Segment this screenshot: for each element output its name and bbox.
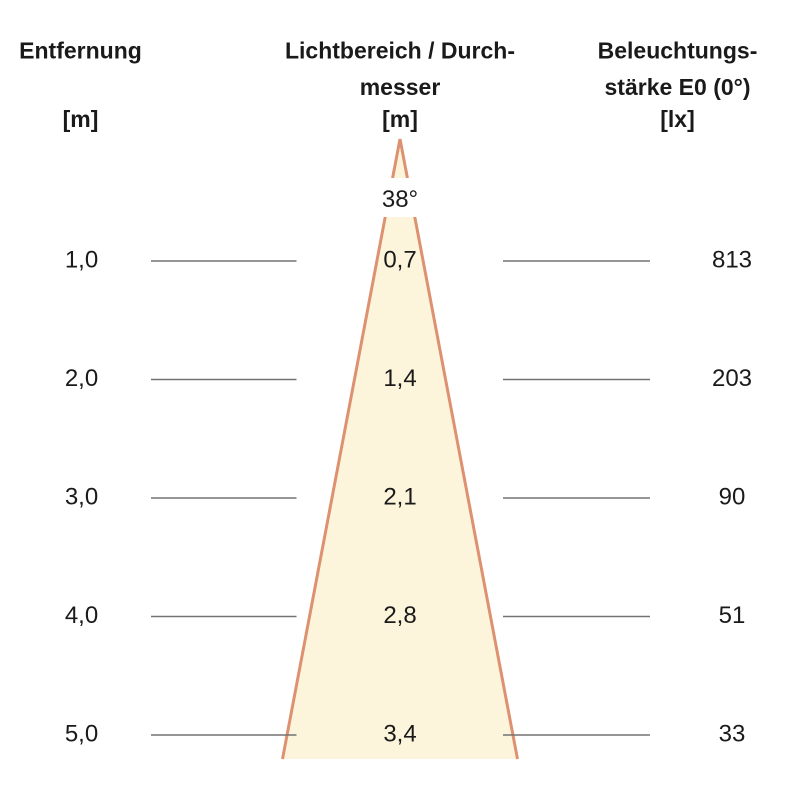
- svg-text:stärke E0 (0°): stärke E0 (0°): [605, 74, 751, 100]
- svg-text:2,1: 2,1: [383, 484, 416, 511]
- svg-text:Lichtbereich / Durch-: Lichtbereich / Durch-: [285, 38, 515, 64]
- svg-text:[lx]: [lx]: [660, 106, 695, 132]
- svg-text:messer: messer: [360, 74, 441, 100]
- svg-text:1,4: 1,4: [383, 365, 416, 392]
- svg-text:33: 33: [719, 721, 746, 748]
- svg-text:2,8: 2,8: [383, 602, 416, 629]
- svg-text:813: 813: [712, 247, 752, 274]
- svg-text:2,0: 2,0: [65, 365, 98, 392]
- svg-text:4,0: 4,0: [65, 602, 98, 629]
- svg-text:[m]: [m]: [63, 106, 99, 132]
- svg-text:0,7: 0,7: [383, 247, 416, 274]
- svg-text:203: 203: [712, 365, 752, 392]
- svg-text:38°: 38°: [382, 186, 418, 213]
- svg-text:3,0: 3,0: [65, 484, 98, 511]
- svg-text:3,4: 3,4: [383, 721, 416, 748]
- svg-text:Entfernung: Entfernung: [19, 38, 142, 64]
- svg-text:90: 90: [719, 484, 746, 511]
- svg-text:5,0: 5,0: [65, 721, 98, 748]
- svg-text:[m]: [m]: [382, 106, 418, 132]
- svg-text:51: 51: [719, 602, 746, 629]
- svg-text:1,0: 1,0: [65, 247, 98, 274]
- svg-text:Beleuchtungs-: Beleuchtungs-: [598, 38, 758, 64]
